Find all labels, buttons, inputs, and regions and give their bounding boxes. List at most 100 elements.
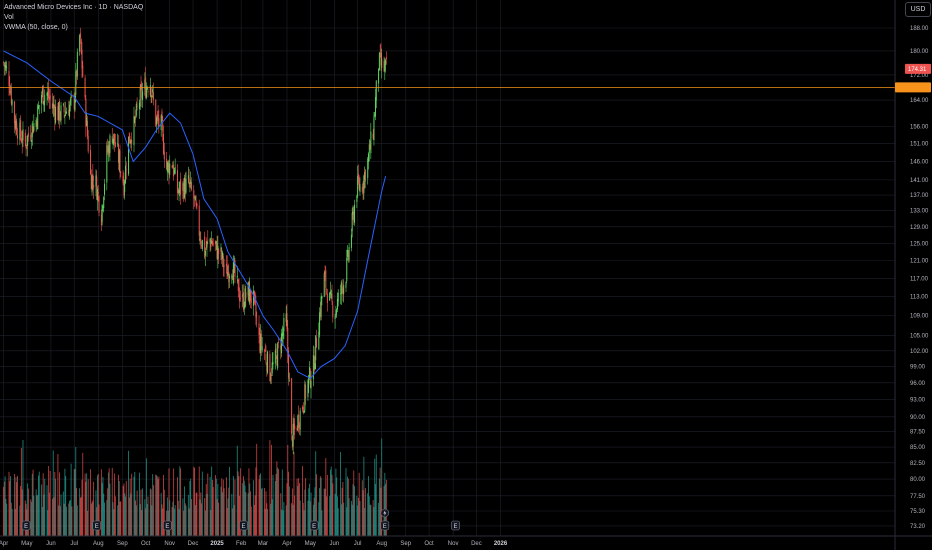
volume-bar: [103, 493, 105, 536]
earnings-marker[interactable]: [21, 520, 31, 531]
volume-bar: [296, 478, 298, 536]
candle-body: [237, 279, 239, 282]
candle-body: [171, 166, 173, 167]
earnings-marker-label: E: [165, 524, 169, 530]
volume-bar: [147, 496, 149, 536]
volume-bar: [91, 502, 93, 536]
y-tick-label: 113.00: [910, 295, 929, 301]
volume-bar: [19, 505, 21, 536]
volume-bar: [90, 469, 91, 536]
time-axis[interactable]: Apr May Jun Jul Aug Sep Oct Nov Dec 2025 Feb Mar Apr…: [0, 541, 508, 547]
candle-body: [120, 171, 122, 173]
candle-body: [340, 293, 342, 294]
volume-bar: [362, 490, 364, 536]
candle-body: [54, 109, 56, 121]
candle-body: [16, 123, 18, 135]
volume-bar: [65, 506, 67, 536]
volume-bar: [291, 503, 293, 536]
candle-body: [32, 126, 34, 134]
volume-bar: [368, 496, 370, 536]
volume-bar: [211, 466, 213, 536]
x-tick-label: Sep: [400, 541, 411, 547]
lightning-glyph: [383, 510, 387, 516]
earnings-marker[interactable]: [92, 520, 102, 531]
candle-body: [356, 195, 358, 202]
candle-body: [312, 355, 314, 379]
candle-body: [22, 129, 24, 141]
candle-body: [47, 91, 49, 94]
volume-bar: [46, 485, 48, 536]
volume-bar: [76, 505, 78, 536]
volume-bar: [133, 476, 135, 536]
volume-bar: [30, 499, 32, 536]
candle-body: [156, 117, 158, 125]
earnings-marker-upcoming[interactable]: [451, 520, 460, 531]
volume-bar: [292, 504, 294, 536]
candle-body: [216, 243, 218, 259]
y-tick-label: 137.00: [910, 193, 929, 199]
volume-bar: [261, 487, 263, 536]
earnings-marker[interactable]: [239, 520, 248, 531]
volume-bar: [152, 485, 154, 536]
y-tick-label: 90.00: [910, 415, 926, 421]
candle-body: [292, 424, 294, 447]
volume-bar: [81, 479, 83, 536]
x-tick-label: May: [305, 541, 316, 547]
x-tick-label: Jul: [354, 541, 362, 547]
candle-body: [86, 118, 88, 126]
candle-body: [368, 144, 370, 153]
candle-body: [46, 93, 48, 96]
earnings-marker[interactable]: [163, 520, 172, 531]
volume-legend[interactable]: Vol: [4, 14, 14, 21]
vwma-legend[interactable]: VWMA (50, close, 0): [4, 24, 68, 31]
candle-body: [210, 239, 212, 248]
volume-bar: [166, 497, 168, 536]
volume-bar: [330, 469, 331, 536]
candle-body: [199, 239, 201, 240]
volume-bar: [64, 468, 66, 536]
volume-bar: [270, 503, 272, 536]
volume-bar: [155, 474, 157, 536]
candle-body: [384, 64, 386, 71]
candle-body: [259, 336, 261, 351]
volume-bar: [255, 467, 257, 536]
candle-body: [270, 377, 272, 379]
volume-bar: [356, 495, 358, 536]
candle-body: [150, 87, 152, 97]
currency-selector[interactable]: USD: [905, 2, 931, 17]
volume-bar: [222, 492, 223, 536]
volume-bar: [125, 480, 127, 536]
volume-bar: [117, 505, 119, 536]
volume-bar: [69, 500, 71, 536]
volume-bar: [233, 504, 235, 536]
symbol-title[interactable]: Advanced Micro Devices Inc · 1D · NASDAQ: [4, 4, 144, 11]
x-tick-label: Jul: [70, 541, 78, 547]
candle-body: [244, 288, 246, 308]
volume-bar: [342, 481, 344, 536]
earnings-marker[interactable]: [380, 520, 390, 531]
candle-body: [220, 247, 222, 252]
candle-body: [249, 289, 251, 301]
volume-bar: [229, 466, 230, 536]
volume-bar: [372, 499, 374, 536]
candle-body: [361, 186, 363, 192]
candle-body: [253, 290, 255, 296]
candle-body: [87, 135, 89, 152]
horizontal-grid: [0, 27, 895, 527]
price-axis[interactable]: 188.00 180.00 172.00 164.00 156.00 151.00 146.…: [910, 26, 929, 530]
earnings-marker[interactable]: [309, 520, 319, 531]
volume-bar: [178, 509, 180, 536]
volume-bar: [190, 478, 192, 536]
candle-body: [183, 177, 185, 198]
volume-bar: [256, 443, 258, 536]
candle-body: [194, 196, 196, 201]
volume-bar: [294, 495, 296, 536]
volume-bar: [20, 447, 22, 536]
volume-bar: [272, 474, 274, 536]
candle-body: [155, 99, 157, 126]
volume-bar: [204, 498, 206, 536]
volume-bar: [169, 500, 171, 536]
candle-body: [320, 296, 322, 318]
